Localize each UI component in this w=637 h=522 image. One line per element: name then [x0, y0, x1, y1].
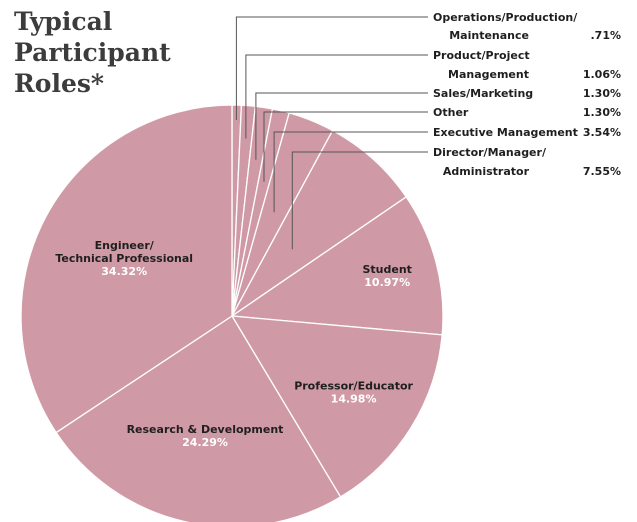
slice-labels: Operations/Production/Maintenance .71% Pro… — [55, 11, 621, 449]
legend-label-operations-production-maintenance-line2: Maintenance — [449, 29, 529, 42]
pie-slice-professor-educator — [231, 315, 443, 498]
slice-value-engineer-technical-professional: 34.32% — [101, 265, 147, 278]
leader-line-other — [263, 111, 428, 182]
pie-slices — [20, 104, 444, 522]
legend-value-other: 1.30% — [583, 106, 621, 119]
legend-value-operations-production-maintenance: .71% — [590, 29, 621, 42]
leader-line-sales-marketing — [255, 92, 428, 160]
legend-label-director-manager-administrator: Director/Manager/ — [433, 146, 547, 159]
legend-value-sales-marketing: 1.30% — [583, 87, 621, 100]
slice-label-engineer-technical-professional: Engineer/ — [95, 239, 155, 252]
pie-slice-director-manager-administrator — [231, 129, 407, 317]
leader-line-executive-management — [273, 131, 428, 213]
legend-label-product-project-management-line2: Management — [448, 68, 529, 81]
leader-line-product-project-management — [245, 54, 428, 139]
slice-value-professor-educator: 14.98% — [331, 393, 377, 406]
pie-slice-engineer-technical-professional — [20, 104, 233, 434]
leader-line-operations-production-maintenance — [235, 16, 428, 120]
legend-label-sales-marketing: Sales/Marketing — [433, 87, 533, 100]
pie-slice-student — [231, 196, 444, 336]
leader-line-director-manager-administrator — [291, 151, 428, 250]
slice-value-student: 10.97% — [364, 276, 410, 289]
legend-value-director-manager-administrator: 7.55% — [583, 165, 621, 178]
slice-label-research-development: Research & Development — [127, 423, 284, 436]
slice-value-research-development: 24.29% — [182, 436, 228, 449]
legend-label-director-manager-administrator-line2: Administrator — [443, 165, 530, 178]
legend-label-other: Other — [433, 106, 469, 119]
slice-label-professor-educator: Professor/Educator — [294, 380, 413, 393]
legend-label-product-project-management: Product/Project — [433, 49, 530, 62]
legend-value-product-project-management: 1.06% — [583, 68, 621, 81]
slice-label-student: Student — [362, 263, 411, 276]
legend-value-executive-management: 3.54% — [583, 126, 621, 139]
legend-label-executive-management: Executive Management — [433, 126, 578, 139]
legend-label-operations-production-maintenance: Operations/Production/ — [433, 11, 578, 24]
chart-title: Typical Participant Roles* — [14, 7, 171, 98]
legend-leader-lines — [235, 16, 428, 250]
slice-label-engineer-technical-professional-line2: Technical Professional — [55, 252, 193, 265]
